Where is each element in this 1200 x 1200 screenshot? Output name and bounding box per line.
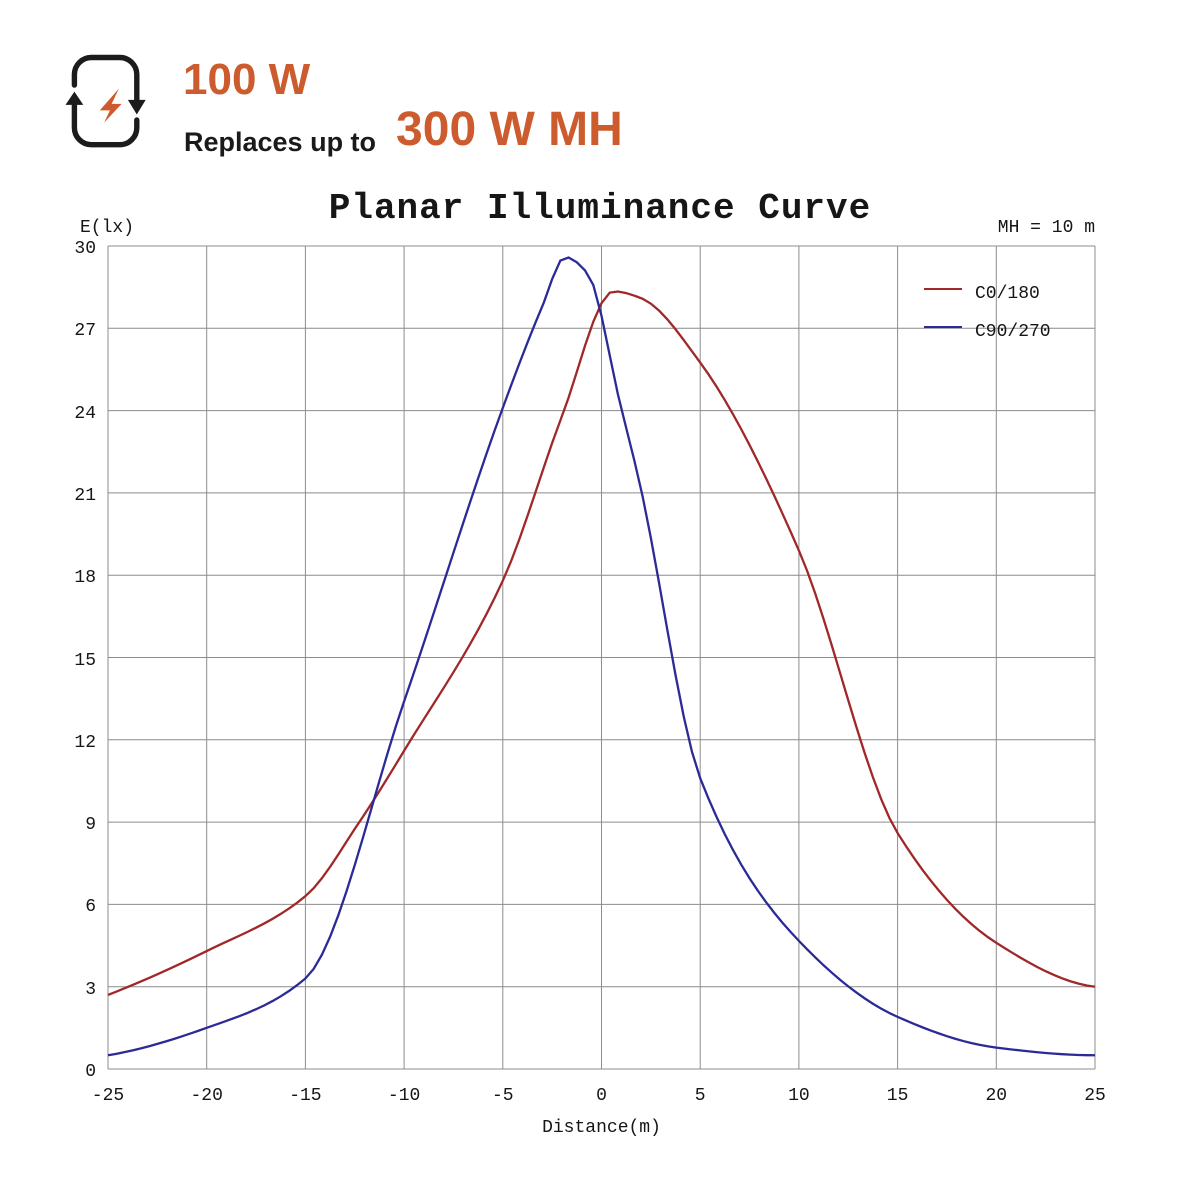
svg-text:30: 30 — [74, 239, 96, 259]
svg-text:27: 27 — [74, 321, 96, 341]
svg-text:9: 9 — [85, 815, 96, 835]
svg-text:-20: -20 — [190, 1086, 222, 1106]
svg-text:-10: -10 — [388, 1086, 420, 1106]
svg-text:-15: -15 — [289, 1086, 321, 1106]
svg-text:Distance(m): Distance(m) — [542, 1118, 661, 1138]
svg-text:0: 0 — [596, 1086, 607, 1106]
svg-text:15: 15 — [74, 651, 96, 671]
svg-text:12: 12 — [74, 733, 96, 753]
svg-text:18: 18 — [74, 568, 96, 588]
svg-text:25: 25 — [1084, 1086, 1106, 1106]
svg-text:20: 20 — [985, 1086, 1007, 1106]
svg-text:3: 3 — [85, 980, 96, 1000]
svg-text:15: 15 — [887, 1086, 909, 1106]
svg-text:24: 24 — [74, 404, 96, 424]
svg-text:E(lx): E(lx) — [80, 218, 134, 238]
svg-text:MH = 10 m: MH = 10 m — [998, 218, 1095, 238]
svg-text:10: 10 — [788, 1086, 810, 1106]
svg-text:-5: -5 — [492, 1086, 514, 1106]
svg-text:C0/180: C0/180 — [975, 284, 1040, 304]
svg-text:6: 6 — [85, 897, 96, 917]
svg-text:5: 5 — [695, 1086, 706, 1106]
svg-text:0: 0 — [85, 1062, 96, 1082]
svg-text:-25: -25 — [92, 1086, 124, 1106]
svg-text:21: 21 — [74, 486, 96, 506]
svg-text:C90/270: C90/270 — [975, 322, 1051, 342]
